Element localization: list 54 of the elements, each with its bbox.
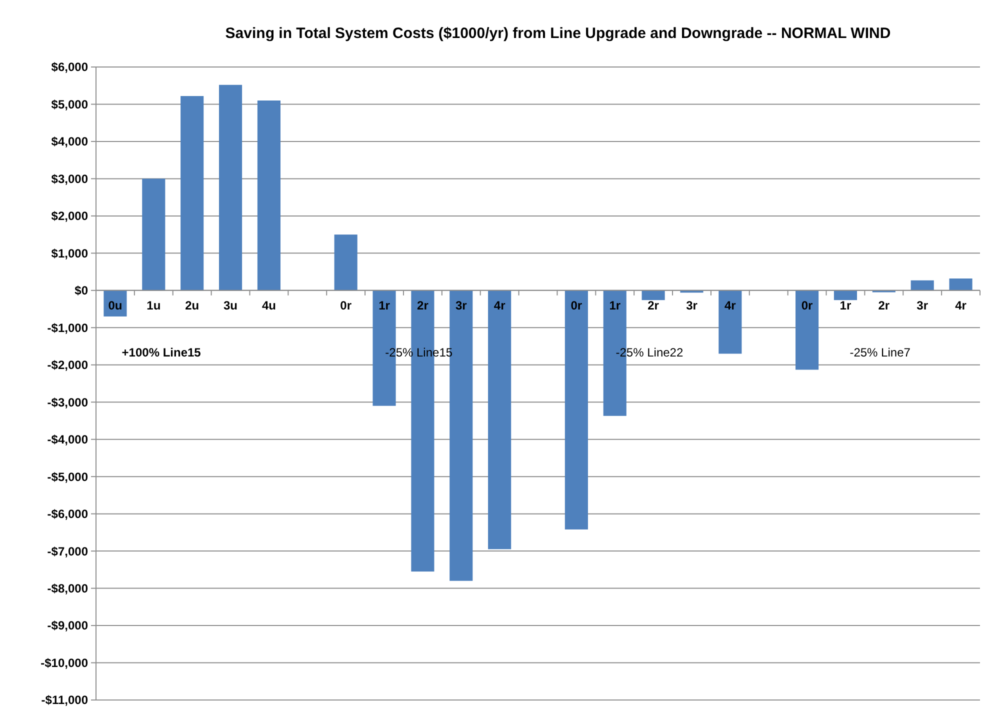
y-tick-label: -$10,000 (40, 656, 88, 670)
x-tick-label: 4r (955, 298, 967, 312)
annotation: +100% Line15 (122, 345, 202, 360)
y-tick-label: -$5,000 (47, 470, 88, 484)
x-tick-label: 2r (878, 298, 890, 312)
y-tick-label: -$2,000 (47, 358, 88, 372)
x-tick-label: 2u (185, 298, 200, 312)
y-tick-label: $1,000 (51, 246, 88, 260)
bar (180, 96, 204, 290)
y-tick-label: -$7,000 (47, 544, 88, 558)
x-tick-label: 2r (648, 298, 660, 312)
bar (718, 290, 742, 354)
x-tick-label: 0u (108, 298, 122, 312)
x-tick-label: 1r (609, 298, 621, 312)
y-tick-label: -$6,000 (47, 507, 88, 522)
x-tick-label: 1r (840, 298, 852, 312)
bar (910, 280, 934, 290)
y-tick-label: -$1,000 (47, 320, 88, 335)
annotation: -25% Line7 (850, 345, 911, 360)
bar (564, 290, 588, 530)
x-tick-label: 0r (340, 298, 352, 312)
bar (257, 100, 280, 290)
bar (642, 290, 665, 300)
y-tick-label: -$8,000 (47, 581, 88, 596)
bar (488, 290, 512, 550)
y-tick-label: $0 (74, 284, 88, 298)
bar (949, 278, 972, 290)
x-tick-label: 4r (494, 298, 506, 312)
y-tick-label: -$11,000 (41, 693, 88, 708)
bar (796, 290, 819, 370)
y-tick-label: $6,000 (51, 60, 88, 74)
x-tick-label: 0r (570, 298, 582, 312)
y-tick-label: -$4,000 (47, 432, 88, 447)
y-tick-label: $5,000 (51, 97, 88, 112)
x-tick-label: 2r (417, 298, 429, 312)
x-tick-label: 1u (146, 298, 161, 312)
x-tick-label: 4r (724, 298, 736, 312)
x-tick-label: 3r (455, 298, 468, 312)
x-tick-label: 3r (916, 298, 928, 312)
y-tick-label: -$9,000 (47, 618, 88, 633)
bar (834, 290, 858, 300)
x-tick-label: 3r (686, 298, 698, 312)
x-tick-label: 3u (224, 298, 238, 312)
bar (334, 234, 358, 290)
y-tick-label: -$3,000 (47, 395, 88, 410)
bar (218, 84, 242, 290)
x-tick-label: 4u (262, 298, 276, 312)
y-tick-label: $2,000 (51, 209, 88, 224)
x-tick-label: 0r (801, 298, 814, 312)
chart-title: Saving in Total System Costs ($1000/yr) from Line Upgrade and Downgrade -- NORMAL WIND (225, 25, 891, 42)
bar (142, 178, 166, 290)
x-tick-label: 1r (378, 298, 390, 312)
y-tick-label: $3,000 (51, 172, 88, 186)
y-tick-label: $4,000 (51, 134, 88, 149)
